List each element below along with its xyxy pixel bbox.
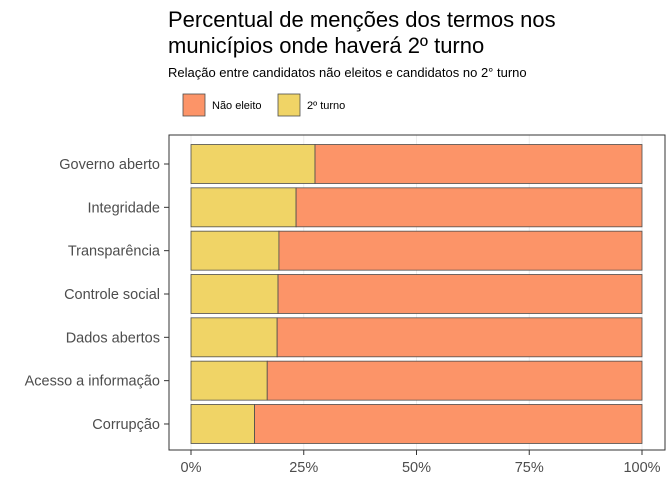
x-tick-label-3: 75%	[515, 460, 544, 476]
chart-title-line-1: Percentual de menções dos termos nos	[168, 7, 556, 32]
bar-transparencia-nao-eleito	[278, 230, 643, 271]
x-tick-label-2: 50%	[402, 460, 431, 476]
bar-integridade-nao-eleito	[295, 187, 643, 228]
chart-title-line-2: municípios onde haverá 2º turno	[168, 33, 484, 58]
x-axis: 0% 25% 50% 75% 100%	[181, 450, 661, 476]
bar-transparencia-2-turno	[190, 230, 280, 271]
bar-corrupcao-nao-eleito	[254, 404, 643, 444]
category-label-integridade: Integridade	[87, 200, 160, 216]
x-tick-label-1: 25%	[289, 460, 318, 476]
bar-acesso-a-informacao-nao-eleito	[266, 360, 643, 401]
bar-corrupcao-2-turno	[190, 404, 255, 444]
category-label-acesso-a-informacao: Acesso a informação	[25, 374, 160, 390]
legend-swatch-2-turno	[277, 93, 301, 117]
category-label-corrupcao: Corrupção	[92, 417, 160, 433]
legend-label-nao-eleito: Não eleito	[212, 100, 262, 112]
legend: Não eleito 2º turno	[182, 93, 345, 117]
x-tick-label-4: 100%	[623, 460, 660, 476]
bar-dados-abertos-nao-eleito	[276, 317, 643, 358]
bar-acesso-a-informacao-2-turno	[190, 360, 268, 401]
category-label-governo-aberto: Governo aberto	[59, 157, 160, 173]
bar-governo-aberto-nao-eleito	[314, 144, 643, 184]
category-label-controle-social: Controle social	[64, 287, 160, 303]
legend-swatch-nao-eleito	[182, 93, 206, 117]
chart-subtitle: Relação entre candidatos não eleitos e c…	[168, 65, 527, 80]
bar-integridade-2-turno	[190, 187, 297, 228]
bar-controle-social-nao-eleito	[277, 274, 643, 314]
legend-label-2-turno: 2º turno	[307, 100, 345, 112]
bar-controle-social-2-turno	[190, 274, 279, 314]
x-tick-label-0: 0%	[181, 460, 202, 476]
bar-dados-abertos-2-turno	[190, 317, 278, 358]
bar-governo-aberto-2-turno	[190, 144, 316, 184]
y-axis: Governo aberto Integridade Transparência Co…	[25, 157, 169, 433]
bars	[190, 144, 643, 444]
category-label-transparencia: Transparência	[68, 244, 161, 260]
category-label-dados-abertos: Dados abertos	[66, 330, 160, 346]
